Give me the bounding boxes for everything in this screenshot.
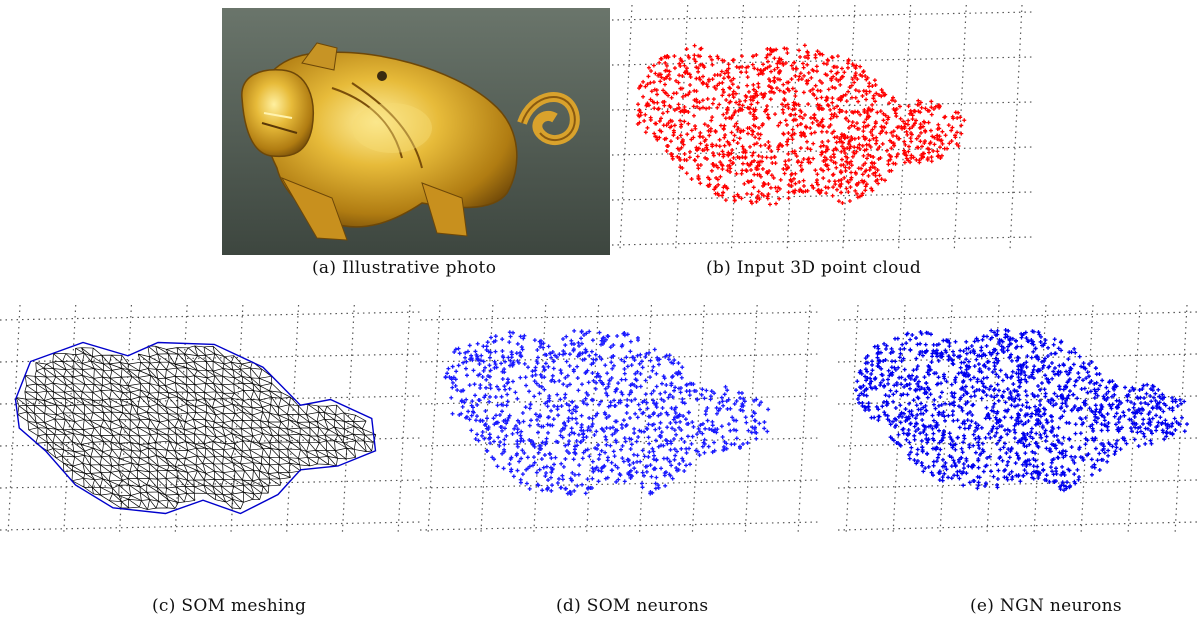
som-wireframe <box>14 341 377 515</box>
caption-b: (b) Input 3D point cloud <box>706 258 922 278</box>
point-cloud-plot <box>611 4 1033 251</box>
caption-a: (a) Illustrative photo <box>312 258 497 278</box>
panel-c-som-mesh <box>0 304 421 536</box>
red-points <box>635 43 967 207</box>
panel-d-som-neurons <box>419 304 821 536</box>
caption-c: (c) SOM meshing <box>152 596 307 616</box>
som-neuron-points <box>443 328 771 497</box>
som-mesh-plot <box>0 304 421 536</box>
grid-lines <box>0 304 421 536</box>
panel-a-photo <box>222 8 610 255</box>
som-neurons-plot <box>419 304 821 536</box>
grid-lines <box>419 304 821 536</box>
golden-jaguar-photo <box>222 8 610 255</box>
caption-d: (d) SOM neurons <box>556 596 709 616</box>
panel-e-ngn-neurons <box>837 304 1197 536</box>
caption-e: (e) NGN neurons <box>970 596 1122 616</box>
ngn-neurons-plot <box>837 304 1197 536</box>
ngn-neuron-points <box>854 328 1190 493</box>
panel-b-point-cloud <box>611 4 1033 251</box>
